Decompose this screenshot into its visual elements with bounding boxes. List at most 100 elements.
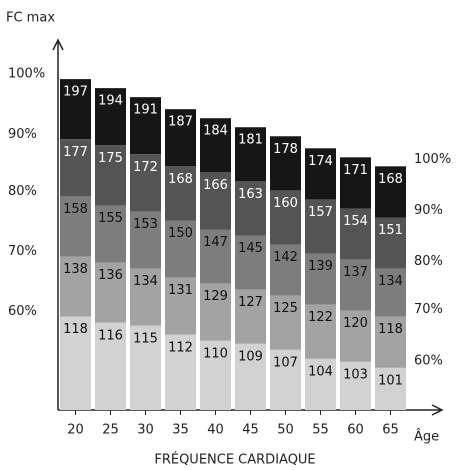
value-label: 184	[203, 124, 228, 139]
zone-segment	[130, 97, 161, 155]
zone-segment	[165, 220, 196, 278]
x-tick-label: 25	[102, 423, 119, 438]
value-label: 197	[63, 85, 88, 100]
value-label: 168	[168, 172, 193, 187]
zone-segment	[200, 283, 231, 341]
value-label: 103	[343, 367, 368, 382]
x-tick-label: 20	[67, 423, 84, 438]
value-label: 122	[308, 310, 333, 325]
x-tick-label: 60	[347, 423, 364, 438]
value-label: 178	[273, 142, 298, 157]
value-label: 120	[343, 316, 368, 331]
value-label: 168	[378, 172, 403, 187]
zone-segment	[165, 109, 196, 167]
value-label: 171	[343, 163, 368, 178]
x-tick-label: 30	[137, 423, 154, 438]
value-label: 191	[133, 103, 158, 118]
zone-segment	[235, 181, 266, 236]
value-label: 118	[378, 322, 403, 337]
x-tick-label: 55	[312, 423, 329, 438]
value-label: 166	[203, 178, 228, 193]
zone-segment	[95, 145, 126, 206]
zone-segment	[165, 277, 196, 335]
zone-label-left: 60%	[8, 304, 37, 319]
zone-label-left: 70%	[8, 244, 37, 259]
x-tick-label: 65	[382, 423, 399, 438]
zone-segment	[165, 166, 196, 221]
value-label: 158	[63, 202, 88, 217]
zone-segment	[130, 154, 161, 212]
x-tick-label: 35	[172, 423, 189, 438]
value-label: 127	[238, 295, 263, 310]
value-label: 150	[168, 226, 193, 241]
value-label: 174	[308, 154, 333, 169]
value-label: 145	[238, 241, 263, 256]
value-label: 131	[168, 283, 193, 298]
zone-segment	[95, 262, 126, 323]
zone-segment	[130, 268, 161, 326]
value-label: 112	[168, 340, 193, 355]
y-axis	[52, 38, 64, 410]
x-tick-label: 40	[207, 423, 224, 438]
value-label: 163	[238, 187, 263, 202]
zone-segment	[305, 148, 336, 200]
value-label: 115	[133, 331, 158, 346]
value-label: 151	[378, 223, 403, 238]
zone-label-right: 100%	[414, 152, 451, 167]
zone-segment	[340, 361, 371, 410]
value-label: 147	[203, 235, 228, 250]
value-label: 175	[98, 151, 123, 166]
zone-segment	[60, 316, 91, 410]
zone-segment	[305, 253, 336, 305]
zone-segment	[305, 304, 336, 359]
zone-segment	[200, 340, 231, 410]
x-axis-label: Âge	[414, 429, 439, 445]
zone-segment	[95, 322, 126, 410]
zone-label-left: 100%	[8, 67, 45, 82]
value-label: 104	[308, 364, 333, 379]
x-tick-label: 45	[242, 423, 259, 438]
zone-segment	[340, 157, 371, 209]
zone-segment	[200, 172, 231, 230]
zone-segment	[270, 295, 301, 350]
zone-segment	[270, 136, 301, 191]
zone-segment	[235, 235, 266, 290]
zone-segment	[60, 196, 91, 257]
value-label: 177	[63, 145, 88, 160]
zone-label-left: 80%	[8, 184, 37, 199]
zone-segment	[60, 139, 91, 197]
zone-segment	[60, 256, 91, 317]
zone-segment	[165, 334, 196, 410]
zone-segment	[130, 211, 161, 269]
zone-segment	[375, 367, 406, 410]
y-axis-label: FC max	[6, 11, 55, 26]
value-label: 129	[203, 289, 228, 304]
zone-label-right: 80%	[414, 254, 443, 269]
zone-segment	[340, 208, 371, 260]
value-label: 116	[98, 328, 123, 343]
value-label: 109	[238, 349, 263, 364]
zone-segment	[375, 217, 406, 269]
value-label: 134	[133, 274, 158, 289]
zone-segment	[270, 349, 301, 410]
zone-segment	[200, 118, 231, 173]
value-label: 136	[98, 268, 123, 283]
zone-segment	[130, 325, 161, 410]
value-label: 154	[343, 214, 368, 229]
zone-segment	[375, 166, 406, 218]
x-tick-label: 50	[277, 423, 294, 438]
value-label: 134	[378, 274, 403, 289]
zone-label-right: 60%	[414, 353, 443, 368]
value-label: 125	[273, 301, 298, 316]
zone-label-right: 90%	[414, 203, 443, 218]
zone-segment	[375, 268, 406, 317]
zone-label-left: 90%	[8, 127, 37, 142]
zone-segment	[60, 79, 91, 140]
value-label: 155	[98, 211, 123, 226]
zone-segment	[305, 199, 336, 254]
value-label: 110	[203, 346, 228, 361]
zone-segment	[340, 259, 371, 311]
zone-segment	[235, 289, 266, 344]
zone-label-right: 70%	[414, 302, 443, 317]
zone-segment	[375, 316, 406, 368]
